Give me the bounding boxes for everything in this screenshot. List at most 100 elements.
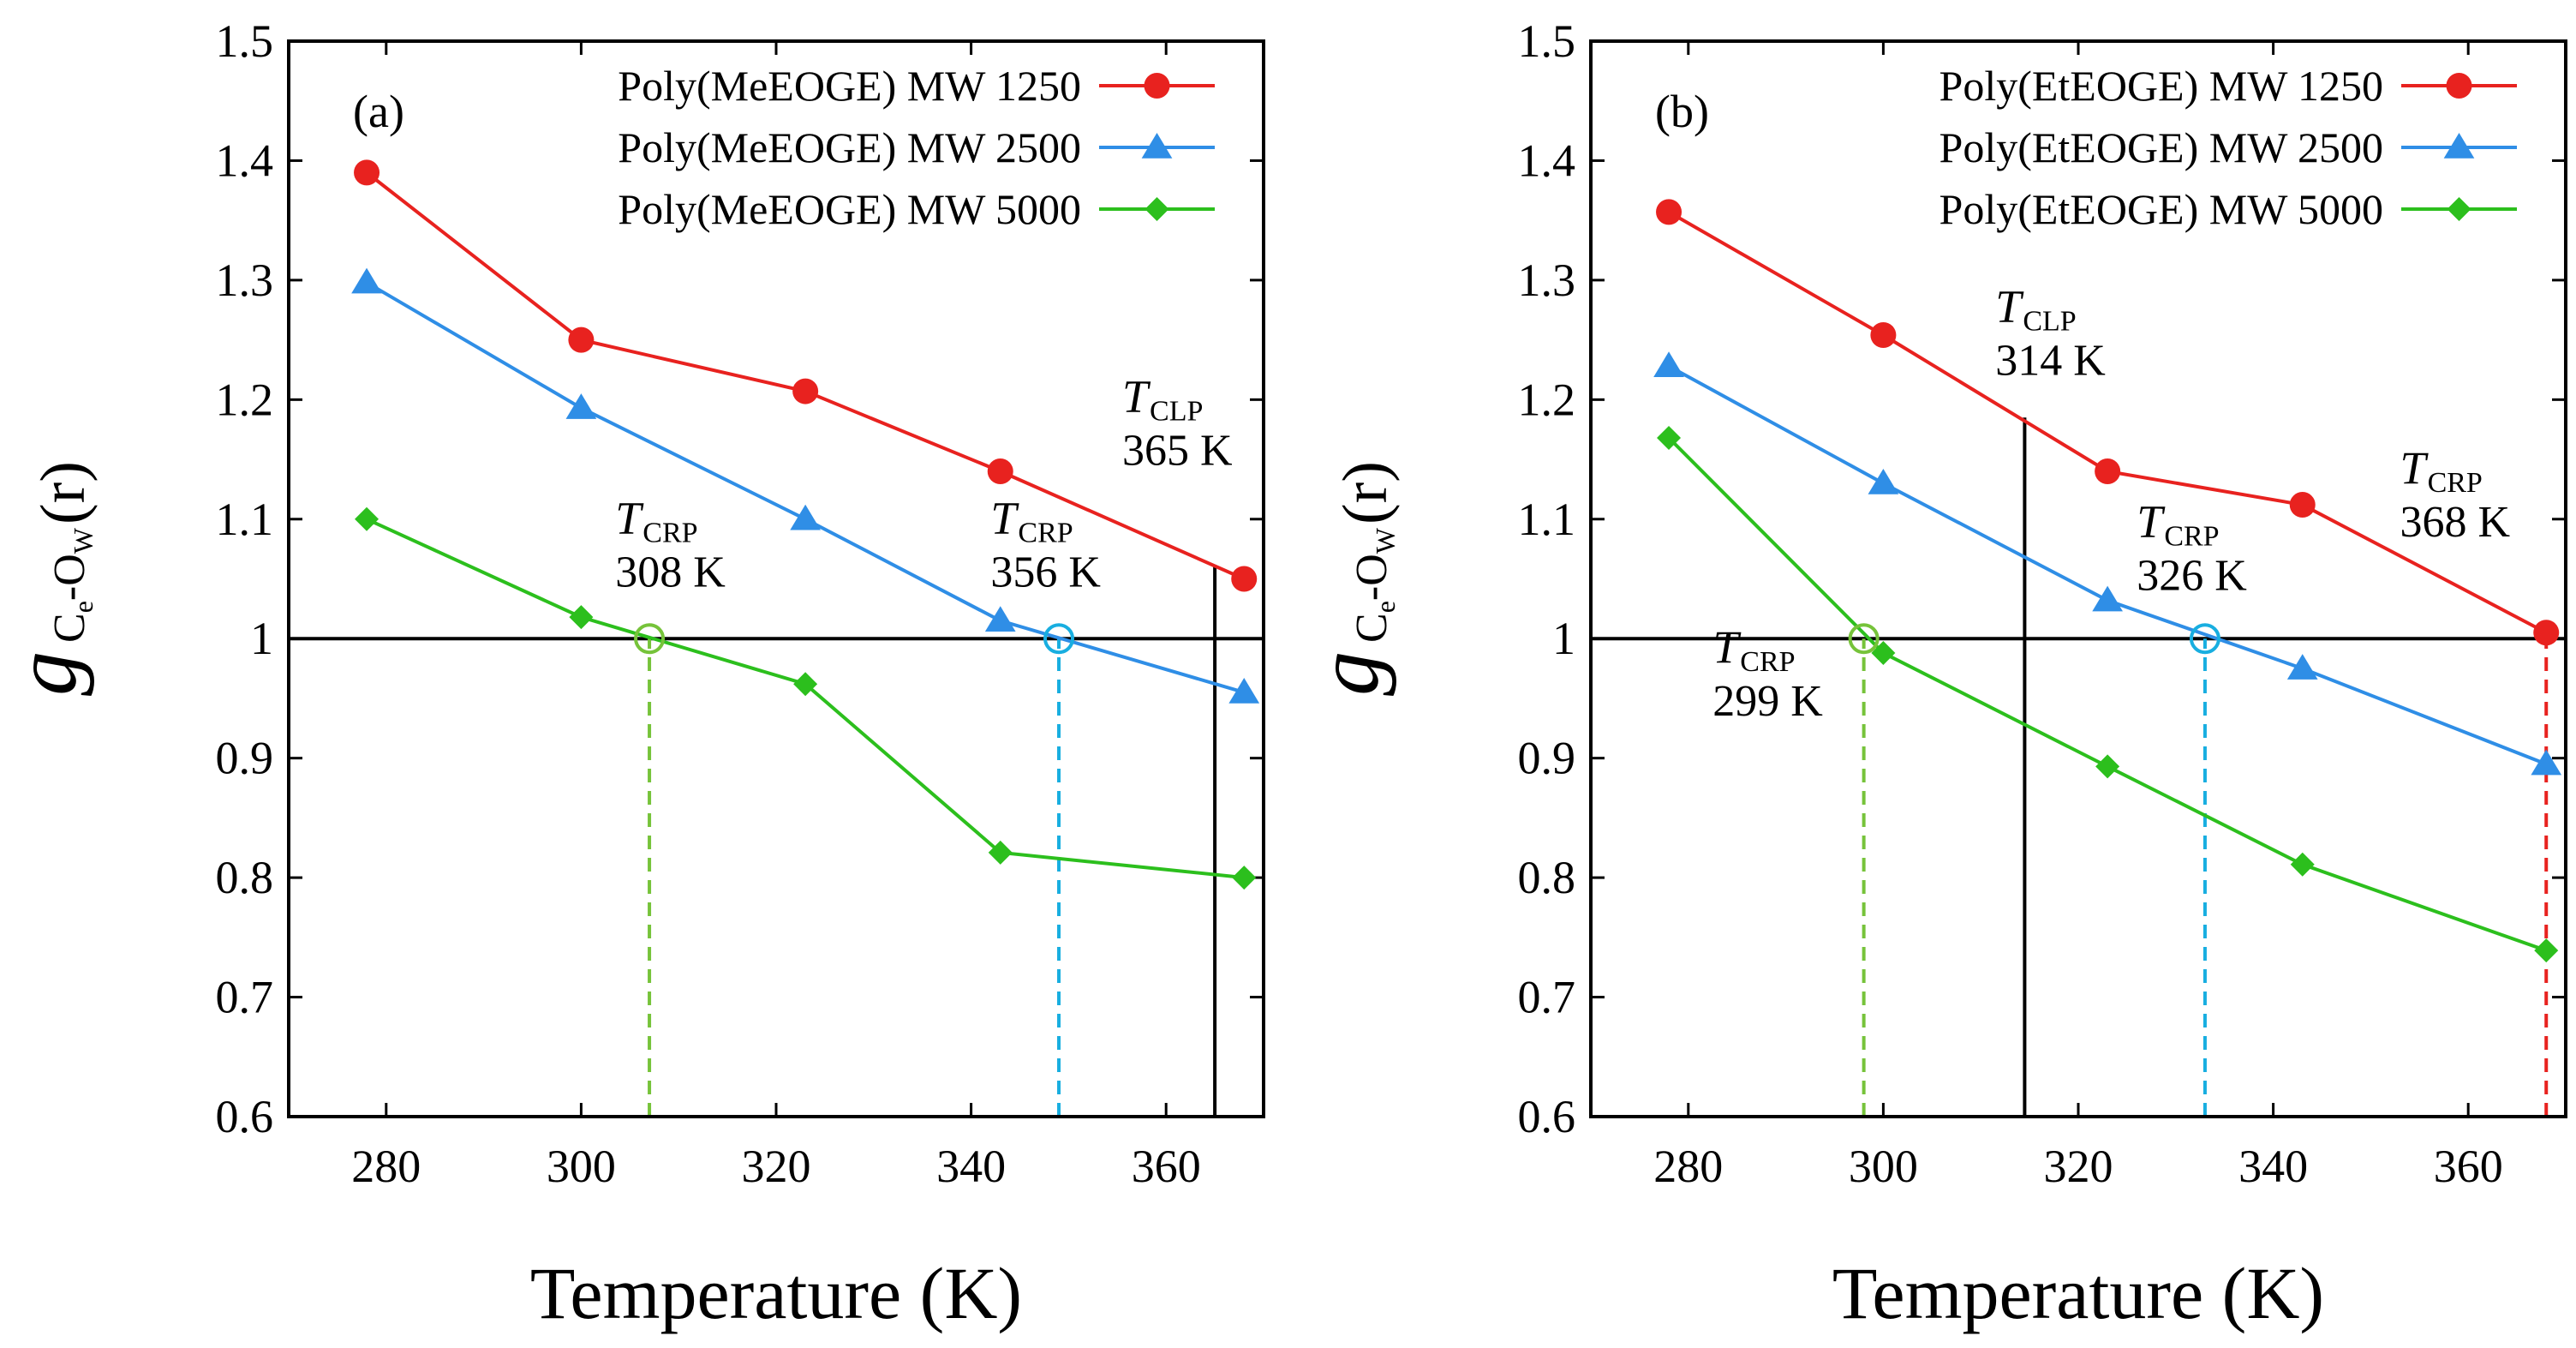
- panel-label: (b): [1655, 86, 1709, 137]
- transition-point-marker: [634, 623, 666, 655]
- data-point: [2533, 620, 2560, 646]
- x-axis-title: Temperature (K): [530, 1252, 1022, 1334]
- data-point: [1657, 425, 1682, 450]
- legend-swatch-marker: [1141, 133, 1173, 159]
- data-point: [790, 504, 821, 530]
- y-tick-label: 0.9: [1518, 733, 1576, 784]
- data-point: [793, 672, 818, 697]
- annotation-value: 356 K: [990, 548, 1101, 597]
- y-tick-label: 1: [250, 613, 273, 664]
- legend-swatch-marker: [1145, 197, 1169, 221]
- data-point: [1656, 199, 1682, 225]
- y-tick-label: 1.5: [1518, 15, 1576, 67]
- data-point: [1228, 677, 1260, 704]
- x-tick-label: 320: [2044, 1141, 2113, 1192]
- data-point: [569, 605, 594, 630]
- data-point: [2286, 654, 2318, 680]
- panel-label: (a): [353, 86, 404, 137]
- transition-point-marker: [1043, 623, 1075, 655]
- y-tick-label: 1.4: [1518, 135, 1576, 186]
- legend-swatch-marker: [2446, 73, 2472, 99]
- y-tick-label: 1.3: [216, 255, 274, 306]
- data-point: [2095, 754, 2120, 779]
- y-axis-title: gCe-OW(r): [1299, 461, 1401, 696]
- data-point: [565, 393, 597, 419]
- series-line-3: [366, 517, 1245, 880]
- data-point: [1653, 351, 1684, 378]
- legend-swatch-marker: [1144, 73, 1170, 99]
- y-tick-label: 1: [1552, 613, 1575, 664]
- legend-entry-label: Poly(MeEOGE) MW 1250: [618, 62, 1081, 110]
- annotation-value: 368 K: [2400, 498, 2511, 547]
- data-point: [1232, 866, 1257, 890]
- y-tick-label: 0.6: [216, 1091, 274, 1142]
- legend-entry-label: Poly(EtEOGE) MW 1250: [1939, 62, 2383, 110]
- x-tick-label: 280: [351, 1141, 421, 1192]
- annotation-value: 314 K: [1995, 337, 2106, 386]
- data-point: [568, 327, 595, 353]
- annotation-label: TCRP: [2137, 496, 2219, 553]
- x-tick-label: 360: [2434, 1141, 2503, 1192]
- data-point: [984, 606, 1016, 632]
- series-line-2: [366, 280, 1245, 694]
- annotation-label: TCRP: [2400, 442, 2483, 499]
- x-tick-label: 300: [1849, 1141, 1918, 1192]
- y-tick-label: 1.4: [216, 135, 274, 186]
- annotation-value: 308 K: [615, 548, 726, 597]
- x-tick-label: 320: [742, 1141, 811, 1192]
- y-tick-label: 1.1: [1518, 494, 1576, 545]
- data-point: [792, 378, 819, 404]
- y-tick-label: 0.8: [216, 852, 274, 903]
- data-point: [1231, 566, 1258, 592]
- annotation-value: 326 K: [2137, 552, 2247, 601]
- chart-panel-b: 0.6 0.7 0.8 0.9 1 1.1 1.2 1.3 1.4 1.5 280 300 320 340…: [1299, 15, 2567, 1334]
- legend-entry-label: Poly(MeEOGE) MW 5000: [618, 185, 1081, 233]
- y-tick-label: 0.7: [1518, 972, 1576, 1023]
- legend-entry-label: Poly(EtEOGE) MW 5000: [1939, 185, 2383, 233]
- data-point: [2531, 749, 2562, 776]
- annotation-label: TCRP: [615, 493, 697, 549]
- data-point: [2534, 938, 2559, 963]
- y-tick-label: 1.2: [216, 374, 274, 425]
- x-axis-title: Temperature (K): [1832, 1252, 2324, 1334]
- x-tick-label: 280: [1653, 1141, 1723, 1192]
- y-tick-label: 1.1: [216, 494, 274, 545]
- annotation-label: TCLP: [1995, 281, 2076, 338]
- data-point: [354, 159, 380, 186]
- y-tick-label: 0.8: [1518, 852, 1576, 903]
- x-tick-label: 340: [936, 1141, 1006, 1192]
- data-point: [351, 267, 382, 294]
- data-point: [1870, 322, 1897, 349]
- legend-entry-label: Poly(EtEOGE) MW 2500: [1939, 123, 2383, 171]
- data-point: [2290, 852, 2315, 877]
- x-tick-label: 300: [547, 1141, 616, 1192]
- x-tick-label: 340: [2238, 1141, 2308, 1192]
- legend-swatch-marker: [2447, 197, 2471, 221]
- data-point: [2289, 492, 2316, 518]
- annotation-label: TCRP: [1712, 621, 1795, 678]
- data-point: [2092, 585, 2123, 612]
- annotation-label: TCRP: [990, 493, 1073, 549]
- y-axis-title: gCe-OW(r): [0, 461, 99, 696]
- data-point: [988, 840, 1013, 865]
- plot-frame: [287, 39, 1265, 1118]
- legend-entry-label: Poly(MeEOGE) MW 2500: [618, 123, 1081, 171]
- annotation-value: 365 K: [1122, 426, 1233, 475]
- data-point: [987, 458, 1013, 484]
- annotation-label: TCLP: [1122, 370, 1203, 427]
- transition-point-marker: [1848, 623, 1880, 655]
- transition-point-marker: [2189, 623, 2220, 655]
- data-point: [1868, 468, 1899, 494]
- y-tick-label: 0.9: [216, 733, 274, 784]
- annotation-value: 299 K: [1712, 677, 1823, 726]
- data-point: [1871, 640, 1896, 665]
- y-tick-label: 0.6: [1518, 1091, 1576, 1142]
- y-tick-label: 1.2: [1518, 374, 1576, 425]
- data-point: [2095, 458, 2121, 484]
- plot-frame: [1589, 39, 2567, 1118]
- data-point: [355, 506, 380, 531]
- legend-swatch-marker: [2443, 133, 2475, 159]
- y-tick-label: 1.3: [1518, 255, 1576, 306]
- y-tick-label: 0.7: [216, 972, 274, 1023]
